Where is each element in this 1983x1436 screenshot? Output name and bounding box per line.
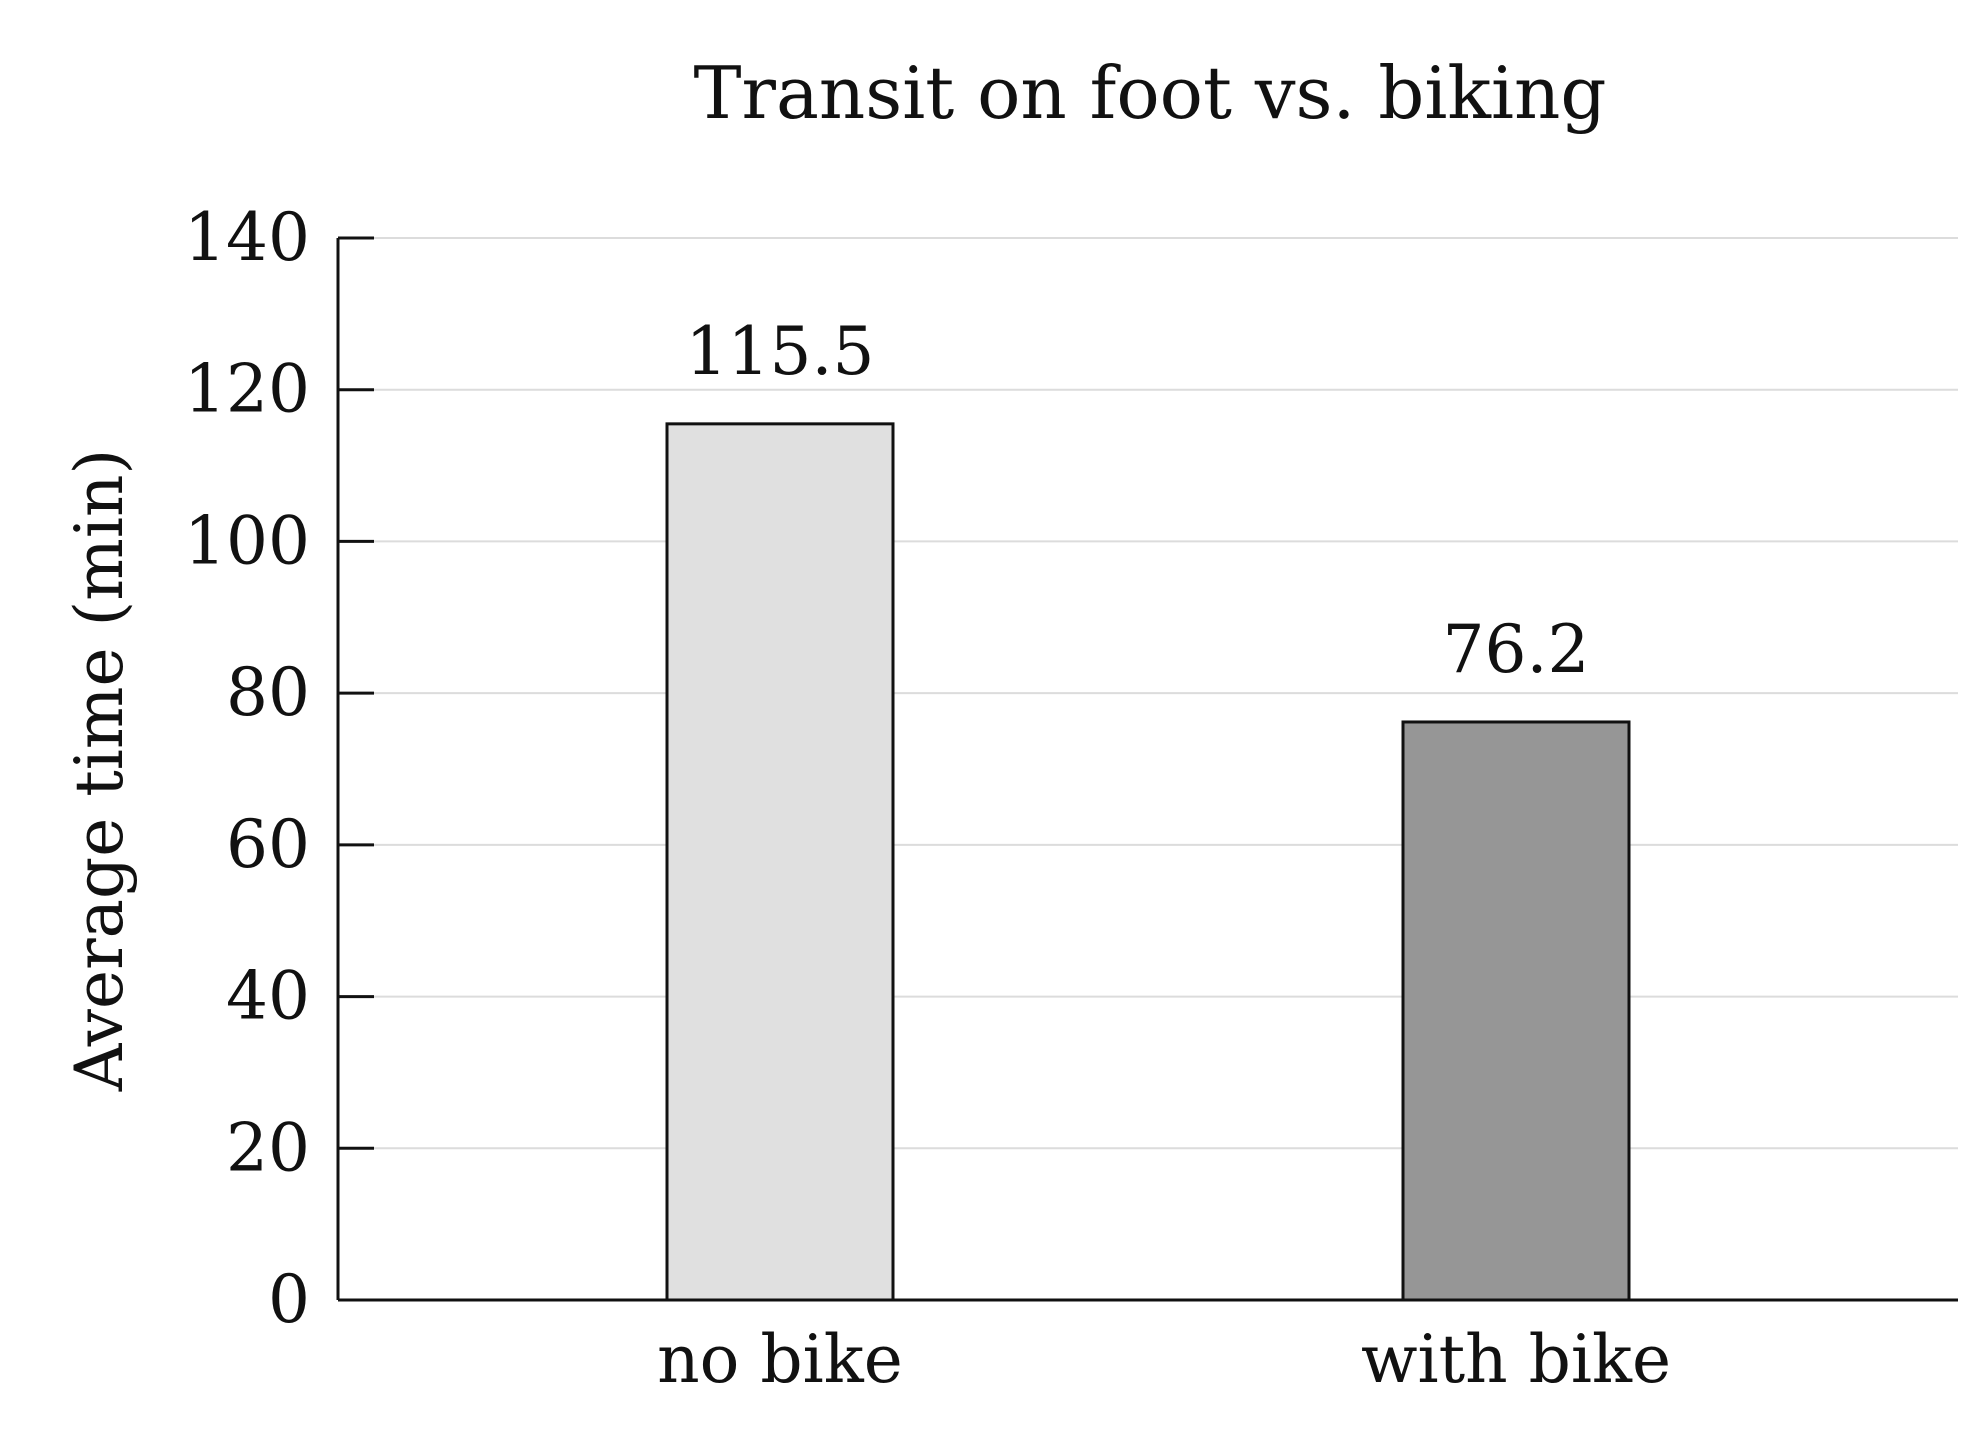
data-labels: 115.5 76.2: [686, 313, 1590, 688]
data-label-with-bike: 76.2: [1443, 611, 1590, 688]
gridlines: [338, 237, 1958, 1150]
y-tick-label-60: 60: [226, 806, 310, 883]
x-axis-categories: no bike with bike: [657, 1321, 1671, 1398]
bar-no-bike: [665, 422, 895, 1302]
y-tick-label-120: 120: [184, 351, 310, 428]
y-tick-label-140: 140: [184, 199, 310, 276]
bars: [665, 422, 1631, 1302]
y-tick-label-0: 0: [268, 1261, 310, 1338]
y-tick-label-20: 20: [226, 1109, 310, 1186]
axes: [336, 238, 1958, 1302]
bar-with-bike: [1401, 720, 1631, 1302]
x-category-label-with-bike: with bike: [1361, 1321, 1671, 1398]
y-tick-label-40: 40: [226, 958, 310, 1035]
y-tick-label-80: 80: [226, 654, 310, 731]
y-axis-ticks: 0 20 40 60 80 100 120 140: [184, 199, 374, 1338]
x-category-label-no-bike: no bike: [657, 1321, 903, 1398]
chart-title: Transit on foot vs. biking: [694, 51, 1607, 135]
data-label-no-bike: 115.5: [686, 313, 875, 390]
y-axis-label: Average time (min): [61, 449, 138, 1092]
y-tick-label-100: 100: [184, 502, 310, 579]
